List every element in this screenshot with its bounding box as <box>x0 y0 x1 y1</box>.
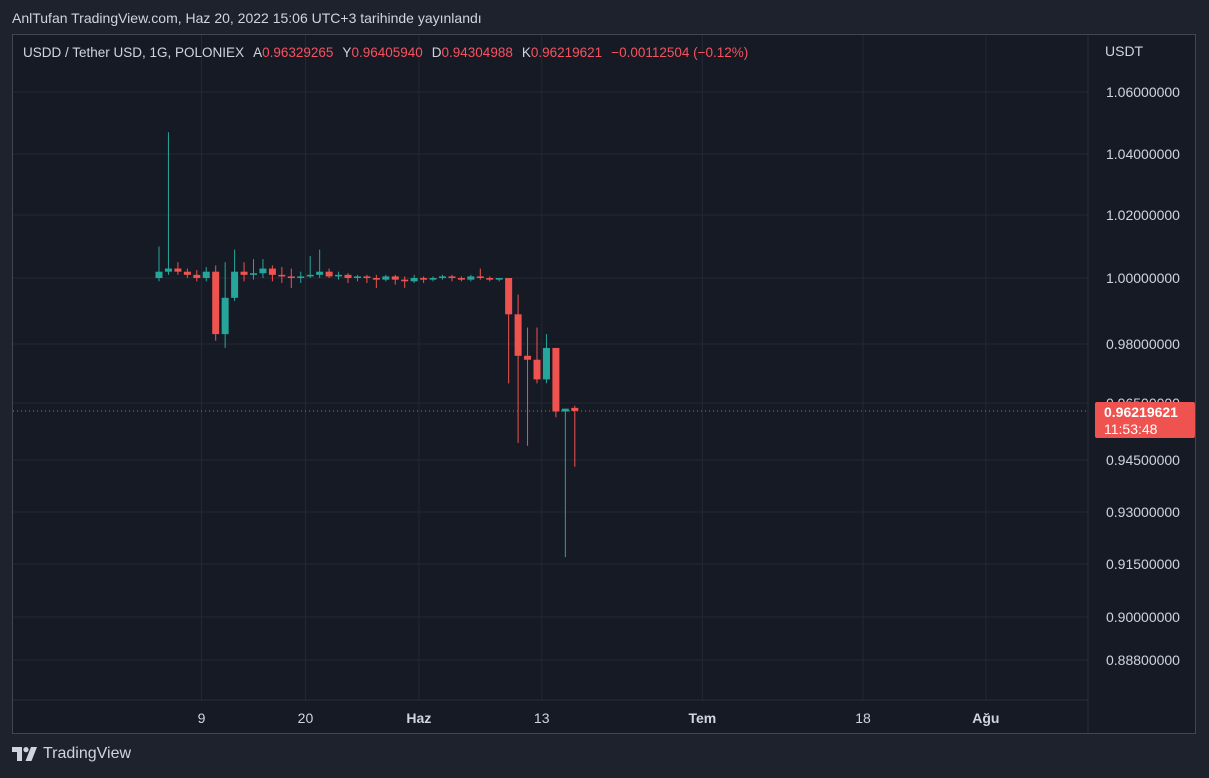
time-tick-label: Haz <box>406 710 431 726</box>
candle-body <box>391 276 399 280</box>
candle-body <box>448 276 456 278</box>
candle-body <box>363 276 371 278</box>
candle-body <box>316 271 324 275</box>
candle-body <box>533 359 541 380</box>
candle-body <box>505 278 513 315</box>
candle-body <box>552 347 560 412</box>
candle-body <box>335 274 343 277</box>
candle-body <box>193 274 201 278</box>
last-price-badge <box>1095 401 1195 438</box>
time-tick-label: 18 <box>855 710 871 726</box>
countdown-label: 11:53:48 <box>1104 421 1158 437</box>
close-label: K <box>521 45 531 60</box>
open-label: A <box>253 45 263 60</box>
open-value: 0.96329265 <box>262 45 334 60</box>
price-tick-label: 0.98000000 <box>1106 336 1180 352</box>
price-tick-label: 0.90000000 <box>1106 609 1180 625</box>
close-value: 0.96219621 <box>530 45 603 60</box>
change-value: −0.00112504 (−0.12%) <box>611 45 749 60</box>
candle-body <box>287 276 295 278</box>
candle-body <box>524 355 532 360</box>
price-tick-label: 0.88800000 <box>1106 652 1180 668</box>
last-price-label: 0.96219621 <box>1104 404 1178 420</box>
candle-body <box>495 278 503 280</box>
tradingview-logo-icon <box>12 747 37 761</box>
candle-body <box>344 274 352 278</box>
high-label: Y <box>342 45 352 60</box>
candle-body <box>372 278 380 280</box>
time-tick-label: 9 <box>198 710 206 726</box>
symbol-label[interactable]: USDD / Tether USD, 1G, POLONIEX <box>23 45 245 60</box>
candle-body <box>231 271 239 298</box>
candle-body <box>476 276 484 278</box>
candle-body <box>202 271 210 278</box>
candle-body <box>542 347 550 380</box>
candle-body <box>401 279 409 282</box>
price-tick-label: 1.02000000 <box>1106 207 1180 223</box>
candle-body <box>183 271 191 275</box>
candle-body <box>439 276 446 278</box>
candle-body <box>155 271 163 278</box>
publish-info: AnlTufan TradingView.com, Haz 20, 2022 1… <box>12 10 482 26</box>
time-tick-label: Ağu <box>972 710 999 726</box>
candle-body <box>571 407 579 411</box>
candle-body <box>325 271 333 277</box>
price-tick-label: 1.00000000 <box>1106 270 1180 286</box>
time-tick-label: 13 <box>534 710 550 726</box>
price-tick-label: 0.91500000 <box>1106 556 1180 572</box>
candle-body <box>240 271 248 275</box>
candle-body <box>420 278 428 280</box>
price-tick-label: 1.06000000 <box>1106 84 1180 100</box>
tradingview-logo[interactable]: TradingView <box>12 745 131 763</box>
candle-body <box>410 278 418 282</box>
candle-body <box>259 268 267 274</box>
low-label: D <box>431 45 442 60</box>
chart-pane[interactable]: 1.06000000 1.04000000 1.02000000 1.00000000… <box>12 34 1196 734</box>
candle-body <box>467 276 475 280</box>
candle-body <box>514 314 522 356</box>
brand-name: TradingView <box>43 745 132 762</box>
price-tick-label: 0.94500000 <box>1106 452 1180 468</box>
time-tick-label: 20 <box>298 710 314 726</box>
candle-body <box>164 268 172 272</box>
candlestick-chart[interactable]: 1.06000000 1.04000000 1.02000000 1.00000000… <box>13 35 1196 734</box>
candle-body <box>268 268 276 275</box>
price-tick-label: 0.93000000 <box>1106 504 1180 520</box>
currency-label: USDT <box>1105 43 1144 59</box>
candle-body <box>486 278 494 280</box>
candle-body <box>353 276 361 278</box>
candle-body <box>382 276 390 280</box>
low-value: 0.94304988 <box>441 45 513 60</box>
candle-body <box>221 297 229 335</box>
candle-body <box>457 278 465 280</box>
candle-body <box>561 408 569 412</box>
candle-body <box>297 276 305 278</box>
candle-body <box>212 271 220 335</box>
candle-body <box>429 278 437 280</box>
candle-body <box>250 273 257 275</box>
candle-body <box>306 274 314 277</box>
price-tick-label: 1.04000000 <box>1106 146 1180 162</box>
candle-body <box>174 268 182 272</box>
candle-body <box>278 274 286 277</box>
high-value: 0.96405940 <box>351 45 423 60</box>
time-tick-label: Tem <box>689 710 717 726</box>
chart-legend: USDD / Tether USD, 1G, POLONIEX A0.963292… <box>23 45 748 60</box>
